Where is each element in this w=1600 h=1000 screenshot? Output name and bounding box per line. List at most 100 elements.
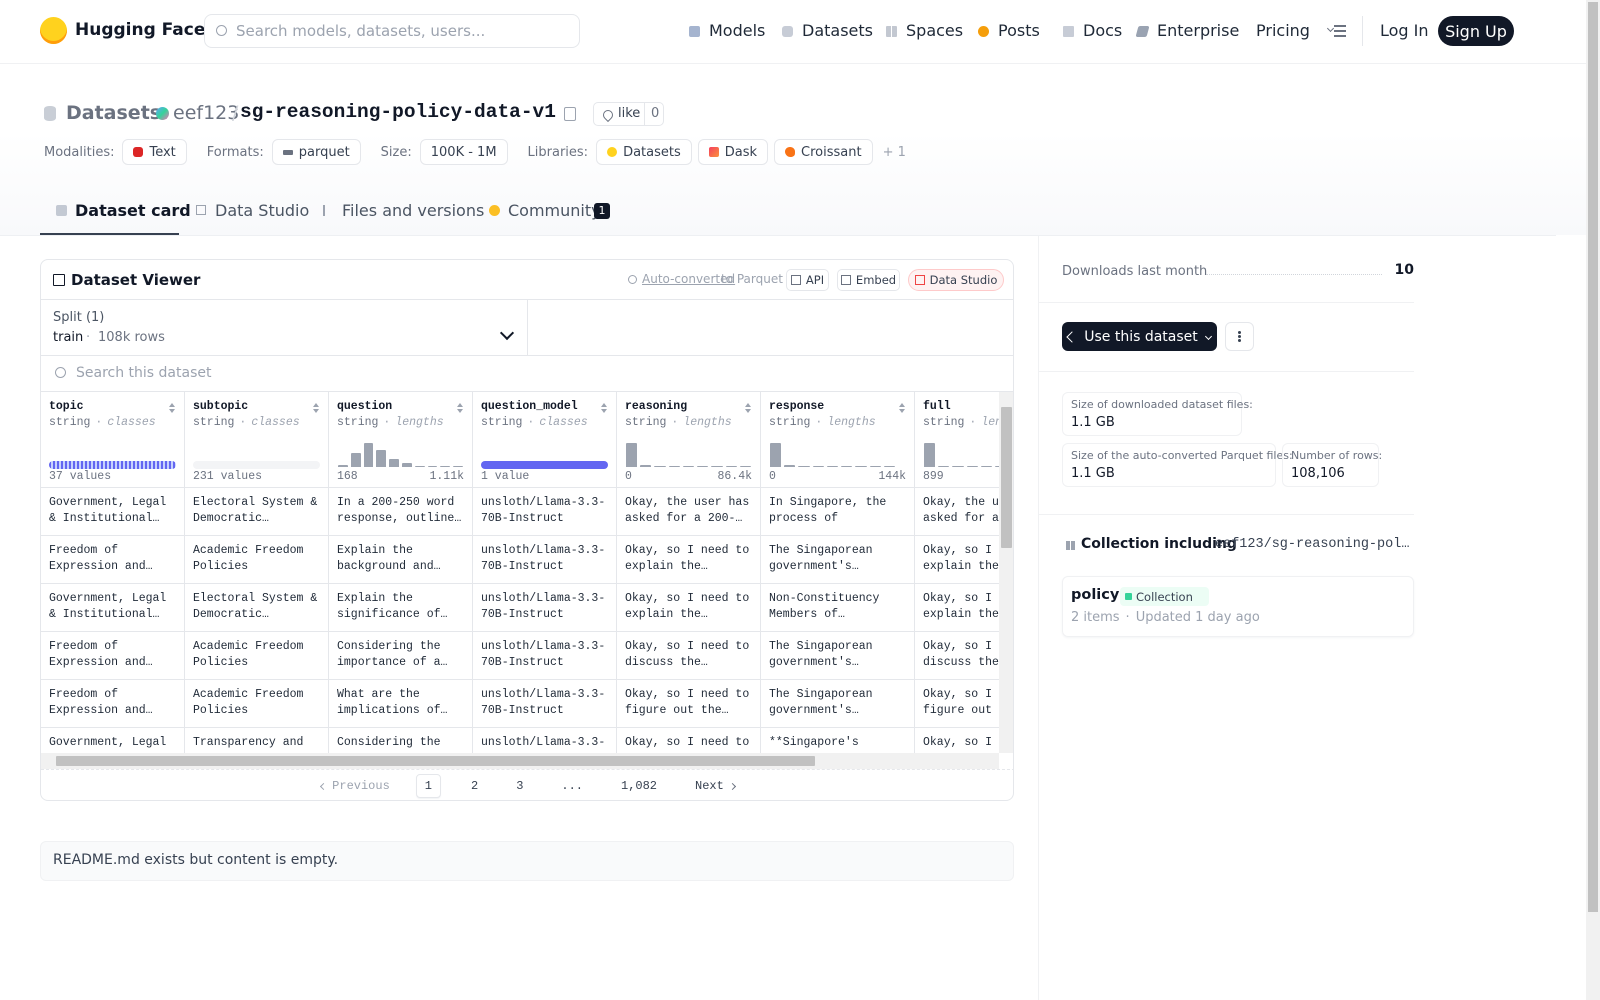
column-header[interactable]: full string · lengths 899 [915,392,999,488]
tag-icon [282,149,293,155]
table-cell[interactable]: Explain the background and… [329,536,473,584]
tag-chip[interactable]: 100K - 1M [419,139,508,165]
table-cell[interactable]: Academic Freedom Policies [185,536,329,584]
auto-converted[interactable]: Auto-converted [642,272,736,286]
table-cell[interactable]: Electoral System & Democratic… [185,584,329,632]
table-cell[interactable]: In a 200-250 word response, outline… [329,488,473,536]
table-cell[interactable]: Considering the [329,728,473,753]
column-header[interactable]: response string · lengths 0 144k [761,392,915,488]
table-cell[interactable]: What are the implications of… [329,680,473,728]
use-dataset-button[interactable]: Use this dataset [1062,322,1217,351]
column-header[interactable]: question_model string · classes 1 value [473,392,617,488]
tag-chip[interactable]: Dask [697,139,769,165]
column-header[interactable]: question string · lengths 168 1.11k [329,392,473,488]
column-stat: classes [107,416,156,429]
page-link[interactable]: 3 [516,779,524,793]
table-cell[interactable]: unsloth/Llama-3.3-70B-Instruct [473,680,617,728]
nav-link[interactable]: Docs [1083,21,1123,40]
histogram-bar [952,466,964,467]
table-cell[interactable]: Government, Legal & Institutional… [41,584,185,632]
table-cell[interactable]: Okay, so I need to [617,728,761,753]
table-cell[interactable]: Government, Legal & Institutional… [41,488,185,536]
repo-owner[interactable]: eef123 [173,102,240,124]
tag-chip[interactable]: Croissant [774,139,873,165]
table-cell[interactable]: Okay, the user has asked for a 200-… [617,488,761,536]
nav-link[interactable]: Spaces [906,21,964,40]
like-button[interactable]: like 0 [593,102,664,126]
table-cell[interactable]: The Singaporean government's… [761,536,915,584]
page-link[interactable]: 2 [470,779,479,793]
table-cell[interactable]: Government, Legal [41,728,185,753]
brand[interactable]: Hugging Face [75,20,206,40]
nav-link[interactable]: Pricing [1256,21,1310,40]
table-cell[interactable]: unsloth/Llama-3.3-70B-Instruct [473,488,617,536]
table-cell[interactable]: Academic Freedom Policies [185,632,329,680]
repo-kind[interactable]: Datasets: [66,102,169,124]
column-header[interactable]: reasoning string · lengths 0 86.4k [617,392,761,488]
column-header[interactable]: topic string · classes 37 values [41,392,185,488]
table-cell[interactable]: unsloth/Llama-3.3-70B-Instruct [473,584,617,632]
table-cell[interactable]: Transparency and [185,728,329,753]
table-cell[interactable]: Okay, so I need to explain the… [617,584,761,632]
table-cell[interactable]: Okay, so I [915,728,999,753]
tag-chip[interactable]: Text [122,139,187,165]
table-cell[interactable]: **Singapore's [761,728,915,753]
signup[interactable]: Sign Up [1438,16,1514,46]
table-cell[interactable]: unsloth/Llama-3.3- [473,728,617,753]
tab[interactable]: Files and versions [342,201,485,220]
table-cell[interactable]: Considering the importance of a… [329,632,473,680]
tab[interactable]: Data Studio [215,201,310,220]
page-link[interactable]: ... [561,779,583,793]
viewer-button[interactable]: API [786,269,829,291]
login[interactable]: Log In [1380,21,1429,40]
table-cell[interactable]: Okay, so I need to explain the… [617,536,761,584]
page-link[interactable]: 1 [415,774,441,798]
nav-link[interactable]: Datasets [802,21,873,40]
column-stat: lengths [683,416,732,429]
table-cell[interactable]: Okay, the user has asked for a 200-… [915,488,999,536]
table-cell[interactable]: Okay, so I need to discuss the… [617,632,761,680]
viewer-button[interactable]: Data Studio [908,269,1004,291]
table-cell[interactable]: Academic Freedom Policies [185,680,329,728]
menu-icon[interactable] [1326,24,1346,37]
table-cell[interactable]: Non-Constituency Members of… [761,584,915,632]
column-header[interactable]: subtopic string · classes 231 values [185,392,329,488]
table-cell[interactable]: unsloth/Llama-3.3-70B-Instruct [473,536,617,584]
page-link[interactable]: 1,082 [621,779,658,793]
table-cell[interactable]: Okay, so I need to figure out the… [915,680,999,728]
table-cell[interactable]: In Singapore, the process of proposin… [761,488,915,536]
collection-card[interactable]: policy Collection 2 items · Updated 1 day ag… [1062,576,1414,637]
tab[interactable]: Dataset card [75,201,191,220]
table-cell[interactable]: Explain the significance of… [329,584,473,632]
table-cell[interactable]: The Singaporean government's… [761,680,915,728]
more-tags[interactable]: + 1 [882,144,906,160]
split-name[interactable]: train [53,330,84,345]
table-cell[interactable]: Okay, so I need to discuss the… [915,632,999,680]
viewer-button[interactable]: Embed [837,269,900,291]
table-cell[interactable]: Electoral System & Democratic… [185,488,329,536]
table-cell[interactable]: Okay, so I need to figure out the… [617,680,761,728]
table-cell[interactable]: Freedom of Expression and… [41,632,185,680]
table-cell[interactable]: Freedom of Expression and… [41,536,185,584]
summary-left: 231 values [193,470,263,483]
table-cell[interactable]: Freedom of Expression and… [41,680,185,728]
tab[interactable]: Community [508,201,601,220]
search-icon [216,25,227,36]
repo-name[interactable]: sg-reasoning-policy-data-v1 [240,101,556,123]
search-box[interactable]: Search models, datasets, users... [204,14,580,48]
logo[interactable] [40,17,67,44]
table-cell[interactable]: Okay, so I need to explain the… [915,584,999,632]
downloads-label: Downloads last month [1062,264,1208,279]
table-cell[interactable]: unsloth/Llama-3.3-70B-Instruct [473,632,617,680]
table-cell[interactable]: Okay, so I need to explain the… [915,536,999,584]
nav-link[interactable]: Posts [998,21,1040,40]
tag-chip[interactable]: parquet [271,139,361,165]
previous[interactable]: Previous [320,779,390,793]
nav-link[interactable]: Enterprise [1157,21,1240,40]
next[interactable]: Next [695,779,736,793]
table-cell[interactable]: The Singaporean government's… [761,632,915,680]
dataset-search[interactable]: Search this dataset [76,365,212,381]
tag-chip[interactable]: Datasets [596,139,692,165]
more-button[interactable] [1225,322,1254,351]
nav-link[interactable]: Models [709,21,766,40]
